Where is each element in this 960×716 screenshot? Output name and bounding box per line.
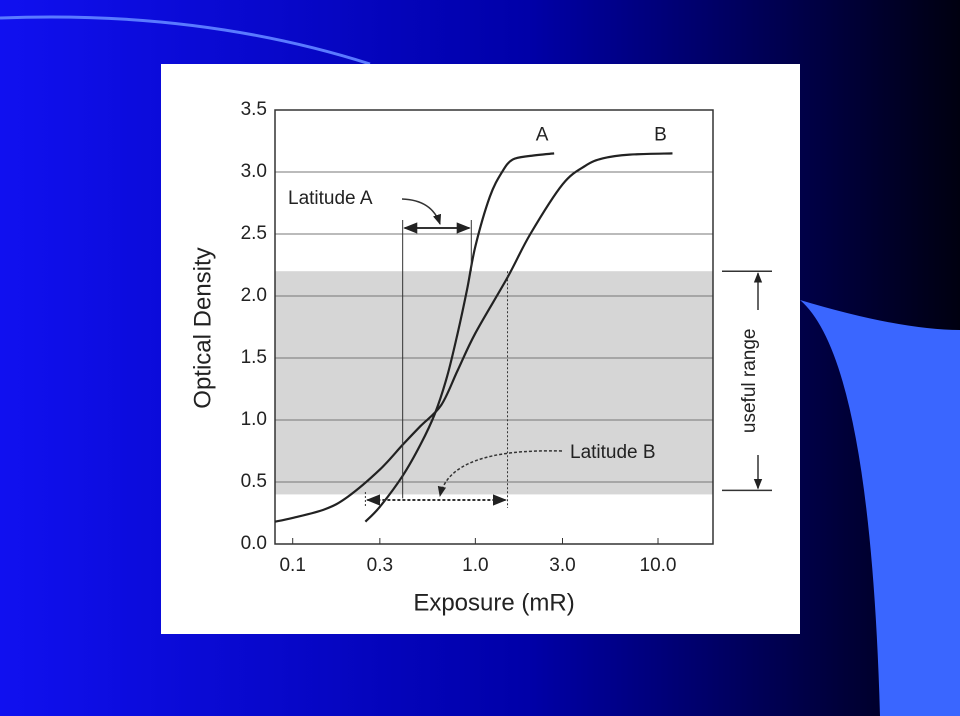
curve-label: B <box>654 124 667 145</box>
useful-range-band <box>275 271 713 495</box>
y-tick-label: 2.0 <box>241 285 267 306</box>
decor-arc <box>0 15 371 66</box>
x-tick-label: 0.3 <box>367 555 393 576</box>
y-tick-label: 2.5 <box>241 223 267 244</box>
latitude-b-pointer <box>437 450 563 498</box>
y-tick-label: 3.0 <box>241 161 267 182</box>
y-tick-label: 0.5 <box>241 471 267 492</box>
curve <box>364 152 555 523</box>
x-tick-label: 3.0 <box>549 555 575 576</box>
y-axis-label: Optical Density <box>189 247 216 408</box>
x-tick-label: 0.1 <box>279 555 305 576</box>
curve <box>274 152 673 523</box>
x-tick-label: 1.0 <box>462 555 488 576</box>
latitude-b-label: Latitude B <box>570 442 656 463</box>
y-tick-label: 3.5 <box>241 99 267 120</box>
decor-shape <box>800 300 960 716</box>
latitude-a-label: Latitude A <box>288 188 373 209</box>
curve-label: A <box>536 124 549 145</box>
x-tick-label: 10.0 <box>640 555 677 576</box>
plot-frame <box>274 109 714 545</box>
latitude-a-pointer <box>401 198 441 225</box>
y-tick-label: 0.0 <box>241 533 267 554</box>
x-axis-label: Exposure (mR) <box>413 589 574 616</box>
y-tick-label: 1.0 <box>241 409 267 430</box>
useful-range-label: useful range <box>739 329 760 434</box>
y-tick-label: 1.5 <box>241 347 267 368</box>
